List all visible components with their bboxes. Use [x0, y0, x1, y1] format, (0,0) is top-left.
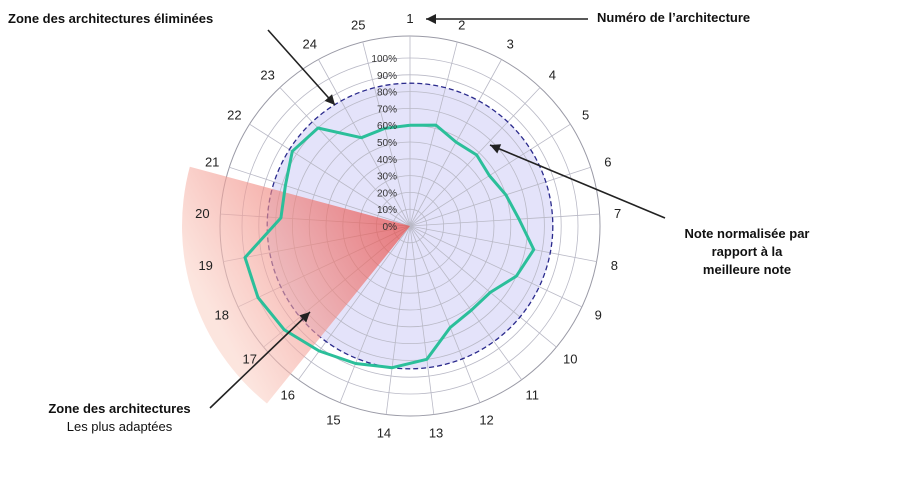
radial-tick-label: 10%: [377, 205, 397, 216]
series-line: [243, 123, 536, 370]
grid-spoke: [385, 225, 411, 415]
arrow-normalized-note-shaft: [489, 144, 666, 219]
grid-spoke: [409, 225, 583, 308]
grid-spoke: [229, 166, 411, 227]
radial-tick-label: 70%: [377, 104, 397, 115]
grid-spoke: [409, 225, 523, 380]
category-label: 21: [205, 155, 219, 170]
radial-tick-label: 90%: [377, 71, 397, 82]
category-label: 15: [326, 412, 340, 427]
normalized-note-label: Note normalisée par rapport à la meilleu…: [672, 225, 822, 279]
category-label: 7: [614, 206, 621, 221]
best-zone-wedge: [182, 166, 410, 404]
best-zone-line-2: Les plus adaptées: [66, 419, 173, 434]
grid-spoke: [409, 225, 481, 403]
category-label: 11: [526, 387, 540, 402]
radial-tick-label: 40%: [377, 155, 397, 166]
grid-spoke: [409, 87, 541, 227]
category-label: 5: [582, 108, 589, 123]
architecture-number-label: Numéro de l’architecture: [597, 10, 751, 25]
grid-spoke: [409, 213, 600, 227]
category-label: 24: [303, 37, 317, 52]
category-label: 14: [377, 425, 391, 440]
category-label: 2: [458, 18, 465, 33]
arrow-normalized-note: [489, 144, 666, 219]
arrow-eliminated-zone-shaft: [267, 29, 336, 106]
grid-spoke: [297, 225, 411, 380]
radial-tick-label: 50%: [377, 138, 397, 149]
category-label: 9: [595, 308, 602, 323]
eliminated-zone-label: Zone des architectures éliminées: [8, 11, 214, 26]
grid-spoke: [339, 225, 411, 403]
best-zone-line-1: Zone des architectures: [48, 401, 191, 416]
arrow-eliminated-zone: [267, 29, 336, 106]
radial-tick-label: 100%: [371, 54, 397, 65]
category-label: 20: [195, 206, 209, 221]
normalized-note-line-2: rapport à la: [711, 244, 783, 259]
category-label: 3: [507, 37, 514, 52]
category-label: 23: [260, 67, 274, 82]
category-label: 22: [227, 108, 241, 123]
arrow-architecture-number-head: [426, 14, 436, 24]
grid-spoke: [409, 225, 597, 262]
grid-spoke: [318, 59, 411, 227]
grid-spoke: [409, 41, 458, 227]
arrow-normalized-note-head: [490, 144, 502, 154]
category-label: 17: [242, 352, 256, 367]
grid-spoke: [362, 41, 411, 227]
arrow-best-zone-shaft: [209, 311, 311, 409]
arrow-eliminated-zone-head: [324, 94, 335, 105]
arrow-best-zone-head: [299, 312, 310, 323]
radial-tick-label: 60%: [377, 121, 397, 132]
normalized-note-line-1: Note normalisée par: [684, 226, 810, 241]
grid-spoke: [409, 225, 557, 348]
category-label: 12: [479, 412, 493, 427]
grid-spoke: [409, 166, 591, 227]
category-label: 25: [351, 18, 365, 33]
normalized-note-line-3: meilleure note: [702, 262, 792, 277]
category-label: 4: [549, 67, 556, 82]
category-label: 16: [281, 387, 295, 402]
grid-spoke: [409, 225, 435, 415]
category-label: 19: [198, 258, 212, 273]
category-label: 1: [406, 11, 413, 26]
radial-tick-label: 20%: [377, 188, 397, 199]
radial-tick-label: 80%: [377, 88, 397, 99]
grid-spoke: [249, 123, 411, 227]
arrow-architecture-number: [426, 14, 588, 24]
best-zone-label: Zone des architectures Les plus adaptées: [22, 400, 217, 436]
radial-tick-label: 0%: [383, 222, 398, 233]
category-label: 13: [429, 425, 443, 440]
category-label: 8: [611, 258, 618, 273]
category-label: 10: [563, 352, 577, 367]
radial-tick-label: 30%: [377, 172, 397, 183]
grid-spoke: [279, 87, 411, 227]
category-label: 6: [604, 155, 611, 170]
category-label: 18: [215, 308, 229, 323]
arrow-best-zone: [209, 311, 311, 409]
